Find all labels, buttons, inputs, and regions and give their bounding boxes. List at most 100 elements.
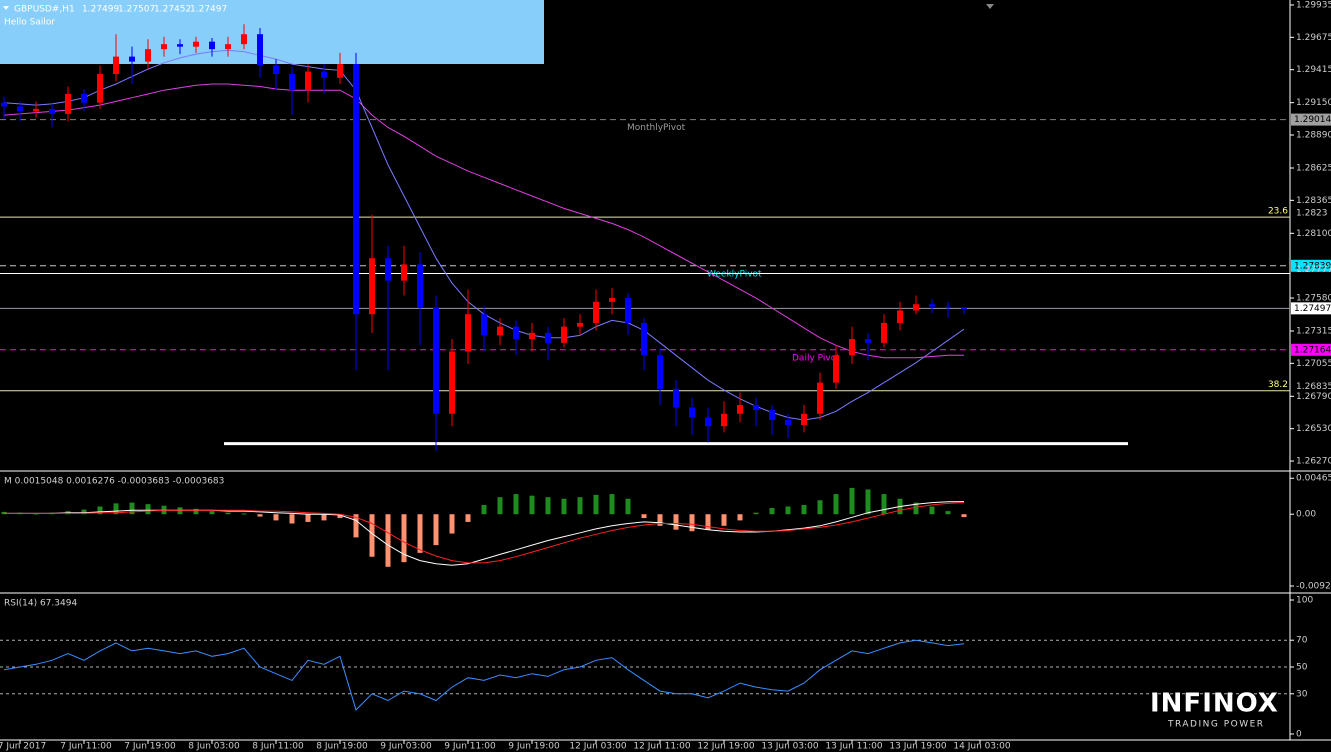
macd-bar [369,514,375,557]
macd-bar [545,497,551,515]
x-tick-label: 8 Jun 11:00 [252,742,304,752]
candle-body [273,65,279,75]
candle-body [753,405,759,411]
macd-bar [609,494,615,515]
price-tag [1291,343,1331,356]
macd-bar [737,514,743,521]
brand-tagline: TRADING POWER [1167,720,1265,730]
level-axis-label: 1.26835 [1296,382,1331,392]
level-label: 23.6 [1268,207,1288,217]
macd-bar [241,513,247,515]
macd-bar [529,495,535,515]
rsi-line [3,639,965,711]
candle-body [865,339,871,343]
candle-body [913,304,919,311]
candle-body [433,307,439,414]
level-label: 38.2 [1268,380,1288,390]
x-tick-label: 8 Jun 03:00 [188,742,240,752]
shift-marker [986,4,994,9]
macd-bar [705,514,711,530]
macd-bar [193,508,199,515]
candle-body [113,56,119,75]
candle-body [401,264,407,281]
x-tick-label: 12 Jun 03:00 [569,742,626,752]
macd-bar [97,506,103,515]
candle-body [881,322,887,343]
candle-body [769,410,775,420]
level-axis-label: 1.27777 [1296,265,1331,275]
macd-bar [449,514,455,534]
macd-bar [209,511,215,515]
candle-body [145,49,151,62]
y-tick-label: 1.29415 [1296,65,1331,75]
candle-body [785,419,791,425]
ohlc-close: 1.27497 [190,5,227,15]
y-tick-label: 0 [1296,729,1302,739]
x-tick-label: 9 Jun 19:00 [508,742,560,752]
macd-bar [657,514,663,526]
macd-bar [945,511,951,515]
macd-bar [865,489,871,515]
candle-body [561,326,567,343]
x-tick-label: 13 Jun 19:00 [889,742,946,752]
x-tick-label: 14 Jun 03:00 [953,742,1010,752]
macd-bar [129,502,135,515]
y-tick-label: 1.27055 [1296,359,1331,369]
y-tick-label: 1.26790 [1296,392,1331,402]
price-tag [1291,302,1331,315]
candle-body [225,44,231,50]
macd-bar [849,487,855,515]
price-tag-label: 1.27497 [1294,304,1331,314]
ohlc-high: 1.27507 [118,5,155,15]
macd-bar [433,514,439,546]
y-tick-label: 1.29150 [1296,98,1331,108]
ohlc-low: 1.27452 [154,5,191,15]
candle-body [465,314,471,352]
brand-name: INFINOX [1150,689,1279,719]
y-tick-label: 1.28890 [1296,131,1331,141]
candle-body [257,34,263,66]
candle-body [801,413,807,425]
y-tick-label: 1.29935 [1296,0,1331,10]
candle-body [1,102,7,107]
macd-bar [401,514,407,563]
candle-body [241,34,247,45]
macd-bar [577,497,583,515]
candle-body [321,71,327,78]
candle-body [689,407,695,418]
y-tick-label: -0.00928 [1296,581,1331,591]
macd-bar [721,514,727,526]
level-label: WeeklyPivot [707,269,762,279]
x-tick-label: 7 Jun 11:00 [60,742,112,752]
macd-bar [513,494,519,515]
y-tick-label: 70 [1296,636,1308,646]
x-tick-label: 12 Jun 11:00 [633,742,690,752]
macd-bar [465,514,471,522]
price-tag-label: 1.27839 [1294,261,1331,271]
info-box [0,0,544,64]
x-tick-label: 7 Jun 2017 [0,742,46,752]
macd-bar [689,514,695,532]
macd-bar [33,513,39,515]
macd-bar [497,497,503,515]
macd-bar [593,494,599,515]
macd-bar [625,498,631,515]
macd-bar [961,514,967,518]
macd-bar [385,514,391,567]
y-tick-label: 0.00 [1296,510,1316,520]
candle-body [97,74,103,103]
x-tick-label: 7 Jun 19:00 [124,742,176,752]
dropdown-icon[interactable] [3,6,9,10]
candle-body [49,108,55,114]
candle-body [33,108,39,112]
y-tick-label: 1.27580 [1296,294,1331,304]
candle-body [929,304,935,307]
candle-body [641,322,647,356]
macd-line [4,502,965,564]
candle-body [481,314,487,336]
y-tick-label: 0.004651 [1296,474,1331,484]
candle-body [625,298,631,323]
macd-label: M 0.0015048 0.0016276 -0.0003683 -0.0003… [4,477,224,487]
